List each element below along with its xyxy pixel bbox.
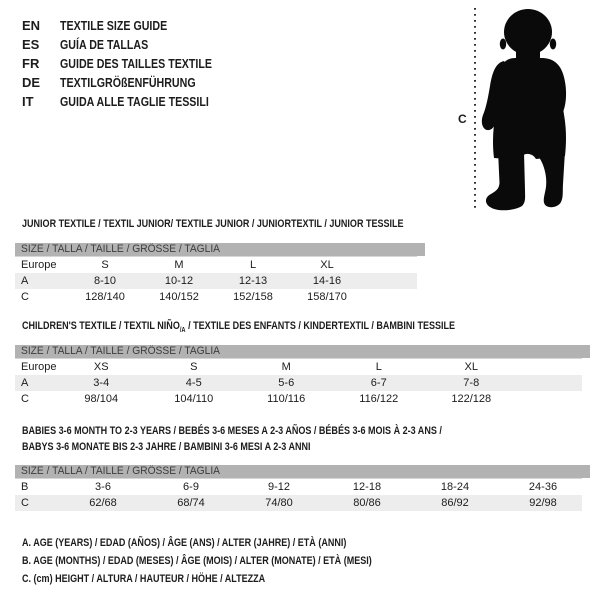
height-measure-label: C bbox=[458, 112, 467, 126]
table-row: Europe S M L XL bbox=[15, 257, 417, 273]
size-header-band: SIZE / TALLA / TAILLE / GRÖSSE / TAGLIA bbox=[15, 465, 590, 478]
footnote-a: A. AGE (YEARS) / EDAD (AÑOS) / ÂGE (ANS)… bbox=[22, 537, 347, 549]
size-header-band: SIZE / TALLA / TAILLE / GRÖSSE / TAGLIA bbox=[15, 243, 425, 256]
cell: 4-5 bbox=[185, 377, 202, 389]
language-code: ES bbox=[22, 37, 40, 52]
language-title: TEXTILE SIZE GUIDE bbox=[60, 18, 168, 33]
language-title: TEXTILGRÖßENFÜHRUNG bbox=[60, 75, 196, 90]
cell: S bbox=[101, 259, 109, 271]
cell: 86/92 bbox=[441, 497, 469, 509]
footnotes: A. AGE (YEARS) / EDAD (AÑOS) / ÂGE (ANS)… bbox=[22, 534, 449, 588]
cell: 80/86 bbox=[353, 497, 381, 509]
row-label: A bbox=[21, 275, 29, 287]
cell: M bbox=[281, 361, 291, 373]
cell: 6-7 bbox=[370, 377, 387, 389]
language-title: GUÍA DE TALLAS bbox=[60, 37, 149, 52]
cell: 5-6 bbox=[278, 377, 295, 389]
cell: M bbox=[174, 259, 184, 271]
junior-table-title: JUNIOR TEXTILE / TEXTIL JUNIOR/ TEXTILE … bbox=[22, 218, 404, 230]
babies-table-title: BABIES 3-6 MONTH TO 2-3 YEARS / BEBÉS 3-… bbox=[22, 425, 442, 453]
cell: 104/110 bbox=[174, 393, 214, 405]
baby-ear-right bbox=[549, 38, 557, 50]
row-label: Europe bbox=[21, 361, 57, 373]
cell: 18-24 bbox=[440, 481, 470, 493]
language-list: EN TEXTILE SIZE GUIDE ES GUÍA DE TALLAS … bbox=[22, 16, 245, 111]
language-title: GUIDE DES TAILLES TEXTILE bbox=[60, 56, 213, 71]
size-header-band: SIZE / TALLA / TAILLE / GRÖSSE / TAGLIA bbox=[15, 345, 590, 358]
cell: 140/152 bbox=[159, 291, 199, 303]
language-code: DE bbox=[22, 75, 41, 90]
cell: L bbox=[249, 259, 257, 271]
footnote-b: B. AGE (MONTHS) / EDAD (MESES) / ÂGE (MO… bbox=[22, 555, 372, 567]
junior-table-body: Europe S M L XL A 8-10 10-12 12-13 14-16… bbox=[15, 256, 417, 305]
table-row: Europe XS S M L XL bbox=[15, 359, 582, 375]
language-row-fr: FR GUIDE DES TAILLES TEXTILE bbox=[22, 54, 245, 73]
cell: 110/116 bbox=[267, 393, 306, 405]
cell: 12-13 bbox=[238, 275, 268, 287]
language-code: IT bbox=[22, 94, 34, 109]
baby-ear-left bbox=[499, 38, 507, 50]
cell: 98/104 bbox=[84, 393, 119, 405]
cell: XS bbox=[93, 361, 109, 373]
cell: 158/170 bbox=[307, 291, 347, 303]
language-row-de: DE TEXTILGRÖßENFÜHRUNG bbox=[22, 73, 245, 92]
cell: 10-12 bbox=[164, 275, 194, 287]
cell: 8-10 bbox=[93, 275, 117, 287]
subscript: /A bbox=[179, 327, 186, 335]
baby-silhouette bbox=[481, 9, 567, 211]
language-code: FR bbox=[22, 56, 40, 71]
children-table-body: Europe XS S M L XL A 3-4 4-5 5-6 6-7 7-8… bbox=[15, 358, 582, 407]
cell: 3-6 bbox=[95, 481, 111, 493]
table-row: A 8-10 10-12 12-13 14-16 bbox=[15, 273, 417, 289]
baby-measure-figure: C bbox=[458, 8, 567, 211]
row-label: B bbox=[21, 481, 29, 493]
row-label: C bbox=[21, 497, 29, 509]
language-code: EN bbox=[22, 18, 41, 33]
cell: 9-12 bbox=[267, 481, 291, 493]
row-label: A bbox=[21, 377, 29, 389]
table-row: A 3-4 4-5 5-6 6-7 7-8 bbox=[15, 375, 582, 391]
cell: 62/68 bbox=[89, 497, 117, 509]
cell: 128/140 bbox=[85, 291, 125, 303]
junior-size-table: SIZE / TALLA / TAILLE / GRÖSSE / TAGLIA … bbox=[15, 243, 425, 305]
children-size-table: SIZE / TALLA / TAILLE / GRÖSSE / TAGLIA … bbox=[15, 345, 590, 407]
babies-size-table: SIZE / TALLA / TAILLE / GRÖSSE / TAGLIA … bbox=[15, 465, 590, 511]
row-label: C bbox=[21, 291, 29, 303]
cell: 3-4 bbox=[93, 377, 110, 389]
row-label: Europe bbox=[21, 259, 57, 271]
cell: 116/122 bbox=[359, 393, 399, 405]
cell: 12-18 bbox=[352, 481, 382, 493]
language-row-es: ES GUÍA DE TALLAS bbox=[22, 35, 245, 54]
babies-table-body: B 3-6 6-9 9-12 12-18 18-24 24-36 C 62/68… bbox=[15, 478, 582, 511]
cell: XL bbox=[320, 259, 334, 271]
cell: 152/158 bbox=[233, 291, 273, 303]
cell: 74/80 bbox=[265, 497, 293, 509]
cell: 122/128 bbox=[451, 393, 492, 405]
table-row: C 128/140 140/152 152/158 158/170 bbox=[15, 289, 417, 305]
language-row-en: EN TEXTILE SIZE GUIDE bbox=[22, 16, 245, 35]
table-row: B 3-6 6-9 9-12 12-18 18-24 24-36 bbox=[15, 479, 582, 495]
cell: XL bbox=[464, 361, 478, 373]
children-table-title: CHILDREN'S TEXTILE / TEXTIL NIÑO/A / TEX… bbox=[22, 320, 456, 335]
cell: 92/98 bbox=[529, 497, 557, 509]
footnote-c: C. (cm) HEIGHT / ALTURA / HAUTEUR / HÖHE… bbox=[22, 573, 266, 585]
cell: 14-16 bbox=[312, 275, 342, 287]
language-row-it: IT GUIDA ALLE TAGLIE TESSILI bbox=[22, 92, 245, 111]
cell: 24-36 bbox=[528, 481, 558, 493]
cell: 7-8 bbox=[463, 377, 480, 389]
table-row: C 98/104 104/110 110/116 116/122 122/128 bbox=[15, 391, 582, 407]
row-label: C bbox=[21, 393, 29, 405]
cell: 68/74 bbox=[177, 497, 205, 509]
cell: S bbox=[190, 361, 198, 373]
table-row: C 62/68 68/74 74/80 80/86 86/92 92/98 bbox=[15, 495, 582, 511]
cell: L bbox=[375, 361, 382, 373]
language-title: GUIDA ALLE TAGLIE TESSILI bbox=[60, 94, 209, 109]
cell: 6-9 bbox=[183, 481, 199, 493]
